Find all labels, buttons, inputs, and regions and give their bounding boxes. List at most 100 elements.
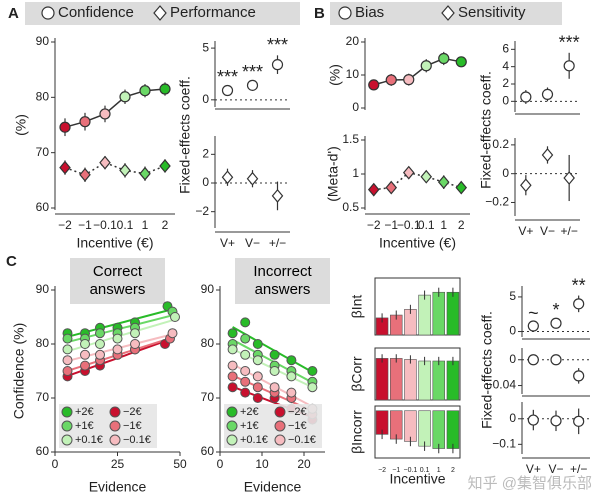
marker <box>153 5 167 21</box>
point <box>286 355 297 366</box>
point <box>307 382 318 393</box>
legend-marker <box>226 420 238 432</box>
marker <box>221 170 234 185</box>
title-box: Incorrect answers <box>235 258 330 304</box>
point <box>252 371 263 382</box>
legend-marker <box>226 406 238 418</box>
legend-label: Sensitivity <box>458 4 526 21</box>
x-tick-label: V+ <box>220 236 235 250</box>
point <box>269 366 280 376</box>
x-tick-label: −1 <box>384 218 398 232</box>
point <box>227 371 238 382</box>
point <box>130 339 140 349</box>
x-tick-label: V+ <box>518 224 533 238</box>
y-axis-label: βInt <box>349 295 365 319</box>
point <box>95 328 105 339</box>
x-tick-label: V− <box>548 462 563 476</box>
panel-label: C <box>6 253 17 270</box>
y-tick-label: 0 <box>202 175 209 189</box>
x-axis-label: Evidence <box>244 479 302 495</box>
marker <box>438 52 450 65</box>
legend-label: +2€ <box>240 406 259 418</box>
x-tick-label: +/− <box>269 236 286 250</box>
point <box>269 382 280 393</box>
x-axis-label: Incentive (€) <box>76 235 153 251</box>
y-axis-label: Fixed-effects coeff. <box>478 71 494 189</box>
x-tick-label: 2 <box>451 467 455 474</box>
point <box>252 339 263 349</box>
y-axis-label: (%) <box>13 114 29 136</box>
x-tick-label: 1 <box>437 467 441 474</box>
marker <box>563 60 575 72</box>
y-tick-label: 80 <box>36 336 50 350</box>
legend-marker <box>61 420 73 432</box>
marker <box>402 165 415 180</box>
panel-label: A <box>8 5 19 22</box>
x-tick-label: V+ <box>526 462 541 476</box>
x-tick-label: 2 <box>458 218 465 232</box>
legend-marker <box>274 434 286 446</box>
y-tick-label: 90 <box>201 282 215 296</box>
point <box>286 371 297 382</box>
x-tick-label: +/− <box>560 224 577 238</box>
point <box>240 333 251 344</box>
y-axis-label: (%) <box>327 64 343 86</box>
legend-label: −2€ <box>288 406 307 418</box>
bar <box>389 358 403 401</box>
marker <box>119 163 131 178</box>
point <box>170 312 180 322</box>
y-tick-label: 70 <box>36 145 50 159</box>
x-tick-label: V− <box>540 224 555 238</box>
y-tick-label: 60 <box>36 200 50 214</box>
y-tick-label: 5 <box>509 289 516 303</box>
x-tick-label: −2 <box>378 467 386 474</box>
y-tick-label: −0.2 <box>485 195 509 209</box>
point <box>240 387 251 398</box>
marker <box>527 320 539 332</box>
legend-label: −1€ <box>123 420 142 432</box>
point <box>286 387 297 398</box>
marker <box>99 108 111 120</box>
y-tick-label: 80 <box>201 336 215 350</box>
x-tick-label: 0.1 <box>420 467 430 474</box>
x-tick-label: 25 <box>111 457 125 471</box>
point <box>240 349 251 360</box>
y-tick-label: 0 <box>509 324 516 338</box>
y-axis-label: βIncorr <box>349 410 365 454</box>
marker <box>79 167 91 182</box>
marker <box>541 148 554 162</box>
x-axis-label: Incentive (€) <box>379 235 456 251</box>
point <box>130 328 140 339</box>
legend-label: +1€ <box>240 420 259 432</box>
legend-label: +0.1€ <box>240 434 268 446</box>
x-tick-label: 0 <box>52 457 59 471</box>
y-tick-label: 0 <box>502 166 509 180</box>
legend-marker <box>61 434 73 446</box>
bar <box>432 360 445 401</box>
marker <box>563 171 575 185</box>
legend-marker <box>109 434 121 446</box>
marker <box>119 91 131 103</box>
bar <box>432 291 445 336</box>
y-tick-label: 60 <box>36 444 50 458</box>
marker <box>550 415 562 427</box>
y-tick-label: 6 <box>502 42 509 56</box>
annotation: *** <box>559 33 580 53</box>
plot-frame <box>374 277 461 336</box>
point <box>112 333 123 344</box>
legend-label: Performance <box>170 4 256 21</box>
point <box>227 328 238 339</box>
marker <box>385 180 398 195</box>
marker <box>520 178 532 193</box>
bar <box>446 291 460 336</box>
x-tick-label: 2 <box>162 218 169 232</box>
x-tick-label: V− <box>245 236 260 250</box>
marker <box>455 180 468 195</box>
y-tick-label: 70 <box>201 390 215 404</box>
y-tick-label: 90 <box>36 34 50 48</box>
y-axis-label: Confidence (%) <box>11 323 27 420</box>
x-tick-label: 0.1 <box>418 218 435 232</box>
y-tick-label: 80 <box>36 90 50 104</box>
bar <box>418 294 431 336</box>
marker <box>520 91 532 103</box>
